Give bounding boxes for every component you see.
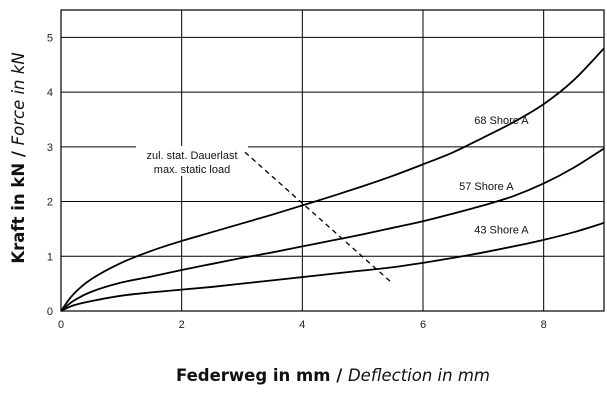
y-tick-label: 3 — [47, 142, 53, 154]
x-tick-label: 4 — [299, 319, 305, 331]
x-tick-label: 6 — [420, 319, 426, 331]
y-tick-label: 2 — [47, 197, 53, 209]
y-axis-title-main: Kraft in kN — [9, 163, 28, 264]
y-tick-label: 1 — [47, 251, 53, 263]
series-label-2: 57 Shore A — [459, 181, 514, 193]
x-axis-title-main: Federweg in mm — [176, 366, 330, 385]
y-tick-label: 5 — [47, 32, 53, 44]
series-line-2 — [60, 147, 605, 312]
static-load-dashed-line — [244, 151, 394, 285]
x-tick-label: 8 — [541, 319, 547, 331]
series-line-3 — [60, 222, 605, 312]
annotation: zul. stat. Dauerlast max. static load — [136, 146, 394, 285]
annotation-line-2: max. static load — [154, 164, 230, 176]
annotation-background — [136, 146, 248, 176]
x-tick-labels: 0 2 4 6 8 — [58, 319, 547, 331]
x-tick-label: 0 — [58, 319, 64, 331]
series-label-3: 43 Shore A — [474, 224, 529, 236]
series-line-1 — [60, 47, 605, 312]
series — [60, 47, 605, 312]
annotation-line-1: zul. stat. Dauerlast — [146, 150, 237, 162]
y-tick-label: 0 — [47, 306, 53, 318]
plot-frame — [60, 9, 605, 312]
y-tick-labels: 0 1 2 3 4 5 — [47, 32, 53, 318]
y-tick-label: 4 — [47, 87, 53, 99]
y-axis-title-sep: / — [9, 145, 28, 163]
x-tick-label: 2 — [179, 319, 185, 331]
x-axis-title: Federweg in mm / Deflection in mm — [176, 366, 490, 385]
y-axis-title: Kraft in kN / Force in kN — [9, 52, 28, 263]
series-label-1: 68 Shore A — [474, 115, 529, 127]
x-axis-title-alt: Deflection in mm — [348, 366, 490, 385]
x-axis-title-sep: / — [330, 366, 348, 385]
series-labels: 68 Shore A 57 Shore A 43 Shore A — [459, 115, 529, 236]
y-axis-title-alt: Force in kN — [9, 52, 28, 145]
